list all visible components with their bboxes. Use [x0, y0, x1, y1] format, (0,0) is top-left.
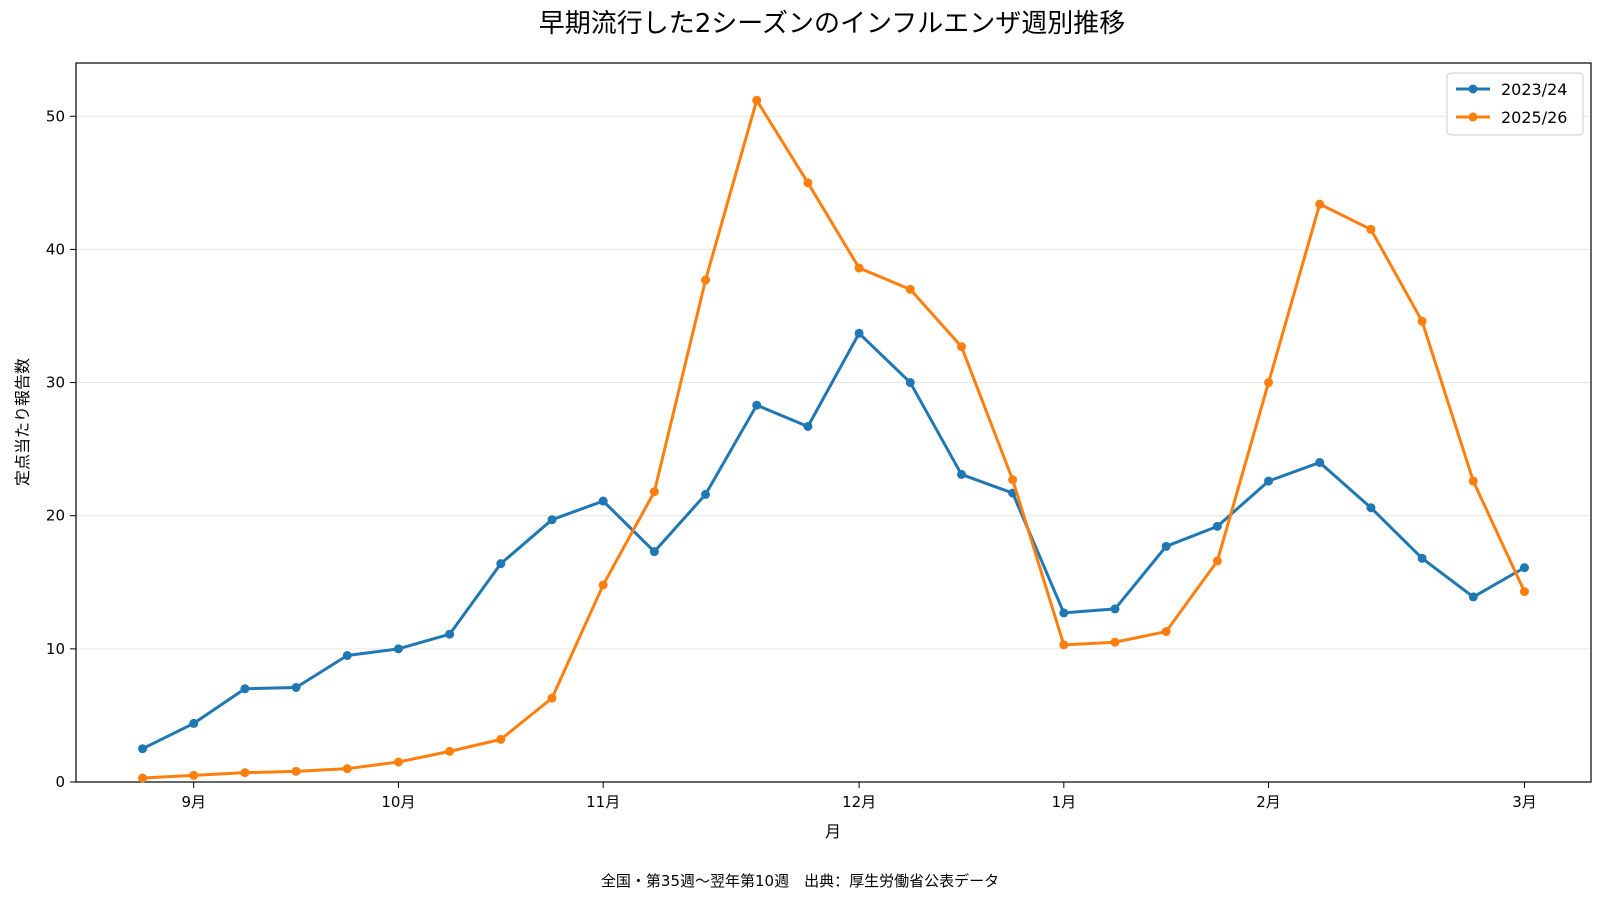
data-point	[1110, 637, 1120, 647]
legend: 2023/24 2025/26	[1446, 72, 1584, 136]
data-point	[547, 693, 557, 703]
data-point	[1366, 224, 1376, 234]
series-2025-26	[138, 95, 1529, 783]
data-point	[1519, 563, 1529, 573]
series-line	[142, 98, 1526, 780]
data-point	[854, 328, 864, 338]
data-point	[701, 489, 711, 499]
data-point	[649, 487, 659, 497]
data-point	[445, 629, 455, 639]
data-point	[1212, 521, 1222, 531]
data-point	[598, 580, 608, 590]
x-tick-label: 12月	[842, 793, 876, 811]
data-point	[1366, 503, 1376, 513]
chart-title: 早期流行した2シーズンのインフルエンザ週別推移	[539, 9, 1125, 39]
data-point	[803, 421, 813, 431]
data-point	[240, 768, 250, 778]
data-point	[496, 734, 506, 744]
y-tick-label: 10	[46, 640, 65, 658]
data-point	[138, 773, 148, 783]
data-point	[1468, 476, 1478, 486]
series-lines	[138, 95, 1529, 783]
x-tick-label: 11月	[586, 793, 620, 811]
data-point	[1110, 604, 1120, 614]
legend-marker	[1468, 84, 1478, 94]
data-point	[803, 178, 813, 188]
data-point	[1264, 378, 1274, 388]
data-point	[1008, 475, 1018, 485]
data-point	[393, 757, 403, 767]
data-point	[1264, 476, 1274, 486]
data-point	[752, 95, 762, 105]
data-point	[956, 342, 966, 352]
data-point	[291, 682, 301, 692]
data-point	[1161, 541, 1171, 551]
data-point	[701, 275, 711, 285]
x-axis-label: 月	[825, 822, 841, 841]
y-axis-label: 定点当たり報告数	[13, 358, 32, 486]
data-point	[649, 547, 659, 557]
legend-label: 2025/26	[1501, 108, 1567, 127]
data-point	[1315, 199, 1325, 209]
x-tick-label: 2月	[1256, 793, 1281, 811]
data-point	[342, 651, 352, 661]
data-point	[291, 766, 301, 776]
data-point	[240, 684, 250, 694]
data-point	[547, 515, 557, 525]
data-point	[1417, 553, 1427, 563]
x-tick-label: 1月	[1052, 793, 1077, 811]
data-point	[1315, 457, 1325, 467]
data-point	[905, 284, 915, 294]
y-axis-ticks: 0 10 20 30 40 50	[46, 107, 76, 791]
data-point	[1212, 556, 1222, 566]
data-point	[138, 744, 148, 754]
y-tick-label: 30	[46, 374, 65, 392]
data-point	[445, 746, 455, 756]
x-tick-label: 9月	[181, 793, 206, 811]
data-point	[342, 764, 352, 774]
y-tick-label: 50	[46, 107, 65, 125]
x-tick-label: 3月	[1512, 793, 1537, 811]
data-point	[905, 378, 915, 388]
data-point	[1468, 592, 1478, 602]
source-footnote: 全国・第35週〜翌年第10週 出典：厚生労働省公表データ	[601, 872, 999, 890]
series-line	[141, 331, 1526, 751]
plot-area-frame	[75, 62, 1592, 783]
data-point	[854, 263, 864, 273]
y-tick-label: 20	[46, 507, 65, 525]
legend-label: 2023/24	[1501, 80, 1567, 99]
legend-marker	[1468, 112, 1478, 122]
data-point	[956, 469, 966, 479]
data-point	[189, 718, 199, 728]
data-point	[1417, 316, 1427, 326]
x-tick-label: 10月	[381, 793, 415, 811]
data-point	[496, 559, 506, 569]
data-point	[393, 644, 403, 654]
data-point	[1059, 640, 1069, 650]
series-2023-24	[138, 328, 1529, 754]
data-point	[598, 496, 608, 506]
y-tick-label: 0	[55, 773, 65, 791]
data-point	[1059, 608, 1069, 618]
data-point	[1519, 587, 1529, 597]
data-point	[1161, 627, 1171, 637]
y-tick-label: 40	[46, 240, 65, 258]
x-axis-ticks: 9月 10月 11月 12月 1月 2月 3月	[181, 782, 1537, 811]
data-point	[189, 770, 199, 780]
data-point	[752, 400, 762, 410]
